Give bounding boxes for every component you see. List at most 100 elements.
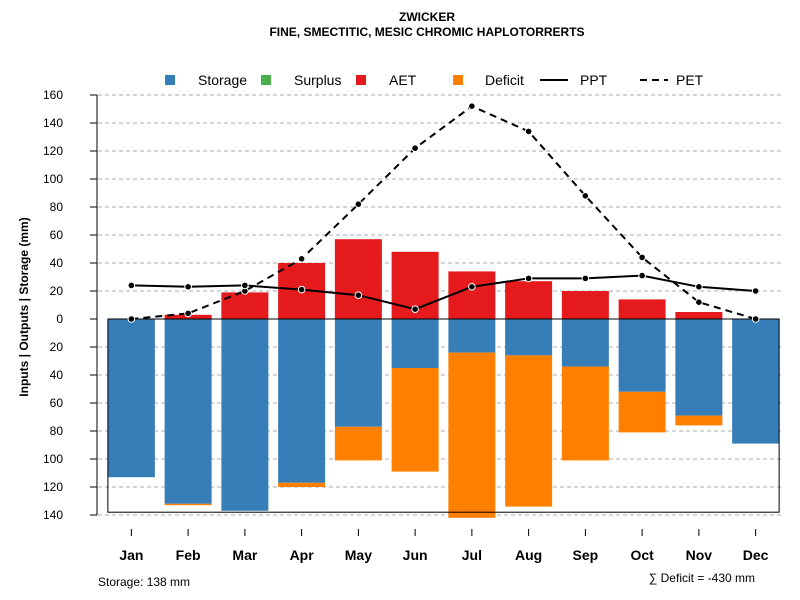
pet-point	[695, 298, 703, 307]
x-tick-label: Feb	[176, 547, 201, 563]
storage-bar	[221, 319, 269, 511]
ppt-point	[411, 305, 419, 314]
y-tick-label: 120	[43, 144, 63, 158]
x-tick-label: Dec	[743, 547, 769, 563]
ppt-point	[581, 274, 590, 283]
y-tick-label: 160	[43, 88, 63, 102]
storage-bar	[618, 319, 666, 392]
y-tick-label: 140	[43, 116, 63, 130]
y-tick-label: 60	[50, 396, 64, 410]
storage-bar	[505, 319, 553, 356]
chart-title: ZWICKER	[399, 10, 455, 24]
y-tick-label: 40	[50, 256, 64, 270]
legend-label: Surplus	[294, 72, 341, 88]
x-tick-label: Nov	[686, 547, 713, 563]
storage-bar	[278, 319, 326, 483]
aet-bar	[505, 281, 553, 319]
legend-label: AET	[389, 72, 417, 88]
storage-bar	[448, 319, 496, 353]
x-tick-label: Mar	[232, 547, 257, 563]
ppt-point	[638, 271, 646, 280]
pet-point	[127, 315, 136, 323]
x-tick-label: Jul	[462, 547, 482, 563]
y-axis-label: Inputs | Outputs | Storage (mm)	[17, 217, 31, 396]
deficit-bar	[391, 368, 439, 472]
ppt-point	[751, 287, 760, 295]
pet-point	[638, 253, 646, 262]
legend-label: PPT	[580, 72, 608, 88]
pet-point	[411, 144, 419, 152]
pet-point	[581, 192, 590, 200]
deficit-bar	[561, 366, 609, 461]
x-tick-label: Apr	[290, 547, 315, 563]
y-tick-label: 80	[50, 424, 64, 438]
x-tick-label: Jun	[403, 547, 428, 563]
y-tick-label: 20	[50, 284, 64, 298]
aet-bar	[448, 271, 496, 319]
ppt-point	[468, 283, 476, 291]
y-tick-label: 0	[56, 312, 63, 326]
ppt-point	[241, 281, 249, 290]
storage-bar	[164, 319, 212, 504]
x-tick-label: May	[345, 547, 372, 563]
pet-point	[184, 309, 192, 318]
ppt-line	[131, 274, 756, 311]
y-tick-label: 140	[43, 508, 63, 522]
y-tick-label: 20	[50, 340, 64, 354]
x-tick-label: Sep	[573, 547, 599, 563]
ppt-point	[184, 283, 192, 291]
aet-bar	[561, 291, 609, 319]
y-tick-label: 100	[43, 452, 63, 466]
storage-bar	[107, 319, 155, 478]
axes: 160 140 120 100 80 60 40 20 0 20 40 60 80 100 120 140 Ja…	[43, 88, 769, 563]
x-tick-label: Oct	[630, 547, 654, 563]
ppt-point	[695, 283, 703, 291]
deficit-bar	[448, 352, 496, 518]
legend-label: Storage	[198, 72, 247, 88]
x-tick-label: Jan	[119, 547, 143, 563]
y-tick-label: 40	[50, 368, 64, 382]
pet-point	[297, 254, 306, 263]
pet-line	[131, 105, 756, 320]
y-tick-label: 60	[50, 228, 64, 242]
storage-bar	[334, 319, 382, 427]
pet-point	[468, 102, 476, 110]
ppt-point	[297, 285, 306, 294]
legend-label: Deficit	[485, 72, 524, 88]
storage-bar	[675, 319, 723, 416]
ppt-point	[354, 291, 363, 300]
y-tick-label: 80	[50, 200, 64, 214]
legend-label: PET	[676, 72, 704, 88]
deficit-bar	[675, 415, 723, 426]
deficit-bar	[334, 426, 382, 461]
y-tick-label: 120	[43, 480, 63, 494]
deficit-bar	[164, 503, 212, 506]
legend-marker	[453, 75, 463, 85]
ppt-point	[524, 274, 533, 283]
legend-marker	[356, 75, 366, 85]
deficit-bar	[278, 482, 326, 487]
deficit-bar	[505, 355, 553, 507]
ppt-point	[127, 281, 136, 290]
storage-bar	[732, 319, 780, 444]
y-tick-label: 100	[43, 172, 63, 186]
pet-point	[524, 127, 533, 136]
legend-marker	[165, 75, 175, 85]
pet-point	[751, 315, 760, 323]
gridlines	[98, 94, 782, 516]
aet-bar	[334, 239, 382, 319]
legend-marker	[261, 75, 271, 85]
legend: Storage Surplus AET Deficit PPT PET	[165, 72, 704, 88]
bars	[107, 239, 780, 518]
aet-bar	[618, 299, 666, 319]
storage-note: Storage: 138 mm	[98, 575, 190, 589]
aet-bar	[675, 312, 723, 319]
lines	[127, 102, 760, 323]
storage-bar	[561, 319, 609, 367]
deficit-bar	[618, 391, 666, 433]
storage-bar	[391, 319, 439, 368]
pet-point	[354, 200, 363, 208]
x-tick-label: Aug	[515, 547, 542, 563]
deficit-note: ∑ Deficit = -430 mm	[649, 571, 755, 585]
